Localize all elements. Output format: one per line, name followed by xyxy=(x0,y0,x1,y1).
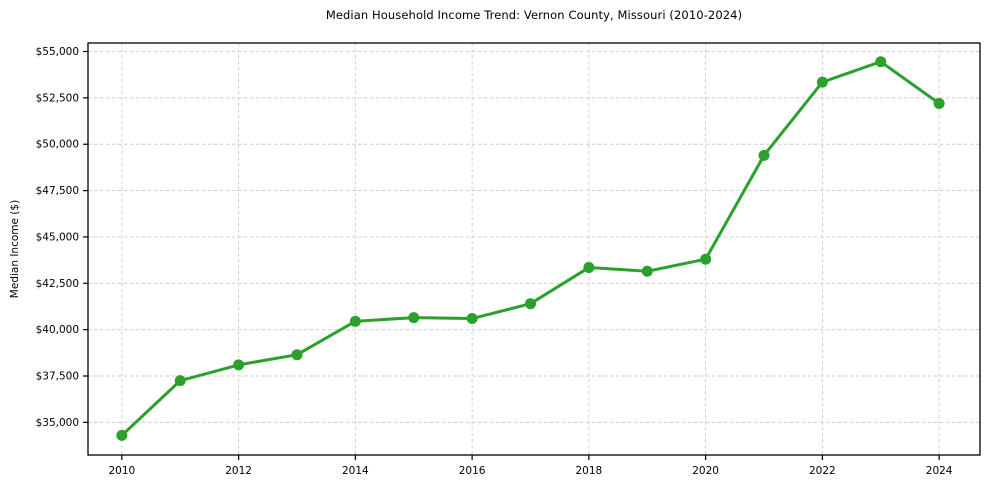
data-point-2011 xyxy=(174,375,186,387)
data-point-2021 xyxy=(758,149,770,161)
data-point-2012 xyxy=(233,359,245,371)
x-tick-label: 2012 xyxy=(225,465,252,477)
y-axis-label: Median Income ($) xyxy=(9,199,21,299)
y-tick-label: $37,500 xyxy=(36,371,79,383)
x-tick-label: 2010 xyxy=(108,465,135,477)
y-tick-label: $47,500 xyxy=(36,185,79,197)
x-tick-label: 2016 xyxy=(459,465,486,477)
x-tick-label: 2020 xyxy=(692,465,719,477)
y-tick-label: $45,000 xyxy=(36,231,79,243)
data-point-2024 xyxy=(933,97,945,109)
data-point-2017 xyxy=(524,298,536,310)
y-tick-label: $35,000 xyxy=(36,417,79,429)
chart-title: Median Household Income Trend: Vernon Co… xyxy=(325,8,743,22)
data-point-2010 xyxy=(116,429,128,441)
x-tick-label: 2024 xyxy=(926,465,953,477)
data-point-2013 xyxy=(291,349,303,361)
data-point-2022 xyxy=(816,76,828,88)
data-point-2020 xyxy=(700,253,712,265)
y-tick-label: $55,000 xyxy=(36,46,79,58)
y-tick-label: $50,000 xyxy=(36,139,79,151)
data-point-2015 xyxy=(408,312,420,324)
data-point-2019 xyxy=(641,265,653,277)
plot-border xyxy=(87,42,981,456)
x-tick-label: 2014 xyxy=(342,465,369,477)
data-point-2016 xyxy=(466,313,478,325)
x-tick-label: 2022 xyxy=(809,465,836,477)
data-point-2023 xyxy=(875,56,887,68)
data-point-2018 xyxy=(583,262,595,274)
data-point-2014 xyxy=(349,315,361,327)
income-trend-line xyxy=(120,60,941,437)
y-tick-label: $52,500 xyxy=(36,92,79,104)
x-tick-label: 2018 xyxy=(576,465,603,477)
y-tick-label: $40,000 xyxy=(36,324,79,336)
y-tick-label: $42,500 xyxy=(36,278,79,290)
